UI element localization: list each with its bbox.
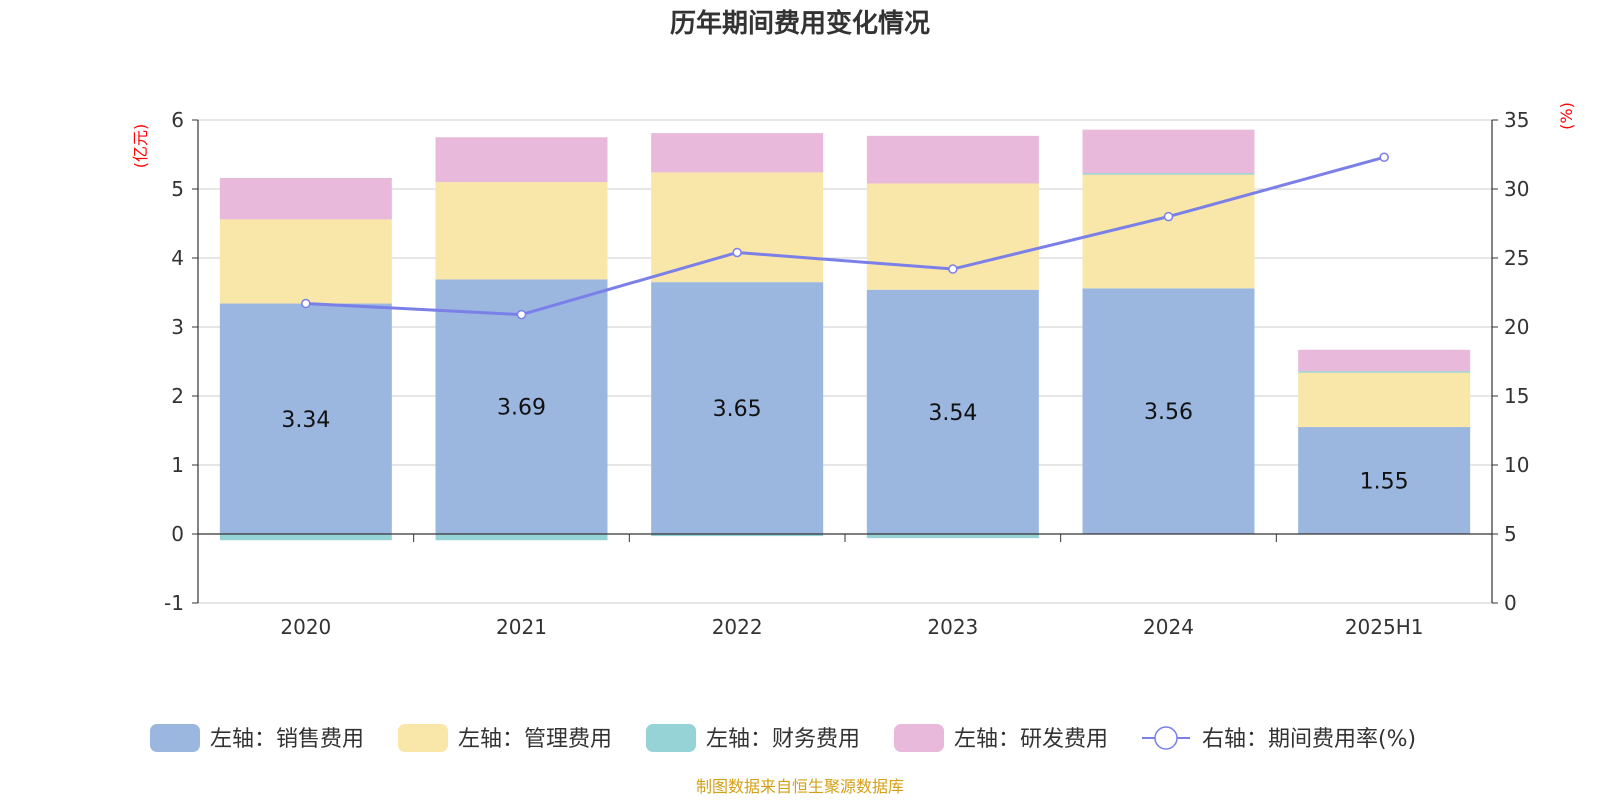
- legend-label: 左轴：销售费用: [210, 727, 364, 752]
- axes: -1 0 1 2 3 4 5 6 0 5 10 15 20 25 30 35 2020 2021 2022 2023 2…: [164, 108, 1529, 639]
- legend-swatch: [398, 724, 448, 752]
- rate-point: [948, 264, 958, 274]
- bar-value-label: 3.54: [928, 401, 977, 426]
- right-axis-unit: (%): [1557, 102, 1576, 130]
- bar-segment-2: [219, 219, 392, 304]
- right-tick-label: 35: [1504, 108, 1529, 132]
- bar-value-label: 3.34: [281, 408, 330, 433]
- bar-segment-3: [651, 534, 824, 537]
- bar-value-label: 3.69: [497, 396, 546, 421]
- gridlines: [198, 119, 1492, 604]
- right-tick-label: 30: [1504, 177, 1529, 201]
- bar-segment-2: [435, 182, 608, 280]
- bar-segment-2: [651, 172, 824, 283]
- bar-segment-4: [219, 177, 392, 220]
- rate-point: [1163, 211, 1174, 222]
- bar-segment-3: [1298, 371, 1471, 373]
- right-tick-label: 5: [1504, 522, 1517, 546]
- right-tick-label: 0: [1504, 591, 1517, 615]
- bar-segment-2: [866, 183, 1039, 290]
- chart-title: 历年期间费用变化情况: [670, 8, 930, 39]
- bar-segment-1: [866, 289, 1039, 534]
- bar-segment-1: [435, 279, 608, 534]
- legend-label: 左轴：管理费用: [458, 727, 612, 752]
- bar-segment-3: [219, 534, 392, 541]
- left-tick-label: 4: [171, 246, 184, 270]
- right-tick-label: 20: [1504, 315, 1529, 339]
- bar-segment-2: [1298, 371, 1471, 428]
- bar-segment-1: [219, 303, 392, 534]
- bar-value-label: 3.65: [713, 397, 762, 422]
- bar-segment-3: [1082, 173, 1255, 175]
- x-tick-label: 2022: [712, 615, 763, 639]
- x-tick-label: 2021: [496, 615, 547, 639]
- left-tick-label: 6: [171, 108, 184, 132]
- bar-segment-4: [1082, 129, 1255, 174]
- bar-segment-3: [435, 534, 608, 541]
- left-tick-label: 3: [171, 315, 184, 339]
- left-axis-unit: (亿元): [131, 124, 150, 169]
- right-tick-label: 15: [1504, 384, 1529, 408]
- left-tick-label: 5: [171, 177, 184, 201]
- legend-swatch: [894, 724, 944, 752]
- legend-line-marker: [1154, 726, 1178, 750]
- rate-line-path: [305, 155, 1385, 317]
- bar-value-label: 1.55: [1360, 470, 1409, 495]
- left-tick-label: -1: [164, 591, 184, 615]
- x-tick-label: 2020: [280, 615, 331, 639]
- x-tick-label: 2025H1: [1345, 615, 1424, 639]
- rate-point: [516, 309, 527, 320]
- rate-point: [301, 298, 311, 309]
- rate-point: [1379, 152, 1389, 163]
- bar-segment-4: [435, 137, 608, 183]
- x-tick-label: 2024: [1143, 615, 1194, 639]
- left-tick-label: 0: [171, 522, 184, 546]
- legend-label: 右轴：期间费用率(%): [1202, 727, 1416, 752]
- rate-line: [301, 152, 1389, 320]
- legend-item-2: 左轴：管理费用: [398, 724, 612, 752]
- x-tick-label: 2023: [927, 615, 978, 639]
- right-tick-label: 10: [1504, 453, 1529, 477]
- left-tick-label: 1: [171, 453, 184, 477]
- bar-segment-4: [1298, 349, 1471, 372]
- legend-item-3: 左轴：财务费用: [646, 724, 860, 752]
- legend-label: 左轴：研发费用: [954, 727, 1108, 752]
- legend-item-5: 右轴：期间费用率(%): [1142, 726, 1416, 752]
- legend-swatch: [150, 724, 200, 752]
- legend-label: 左轴：财务费用: [706, 727, 860, 752]
- rate-point: [732, 247, 742, 258]
- bar-segment-4: [866, 135, 1039, 184]
- bar-segment-1: [1298, 427, 1471, 534]
- legend-item-1: 左轴：销售费用: [150, 724, 364, 752]
- left-tick-label: 2: [171, 384, 184, 408]
- bars: 3.34 3.69 3.65 3.54 3.56 1.55: [219, 129, 1471, 541]
- right-tick-label: 25: [1504, 246, 1529, 270]
- bar-segment-1: [651, 282, 824, 534]
- bar-segment-4: [651, 133, 824, 173]
- bar-segment-1: [1082, 288, 1255, 534]
- legend-item-4: 左轴：研发费用: [894, 724, 1108, 752]
- bar-value-label: 3.56: [1144, 400, 1193, 425]
- bar-segment-3: [866, 534, 1039, 539]
- source-note: 制图数据来自恒生聚源数据库: [696, 777, 904, 796]
- legend: 左轴：销售费用 左轴：管理费用 左轴：财务费用 左轴：研发费用 右轴：期间费用率(%): [150, 724, 1416, 752]
- legend-swatch: [646, 724, 696, 752]
